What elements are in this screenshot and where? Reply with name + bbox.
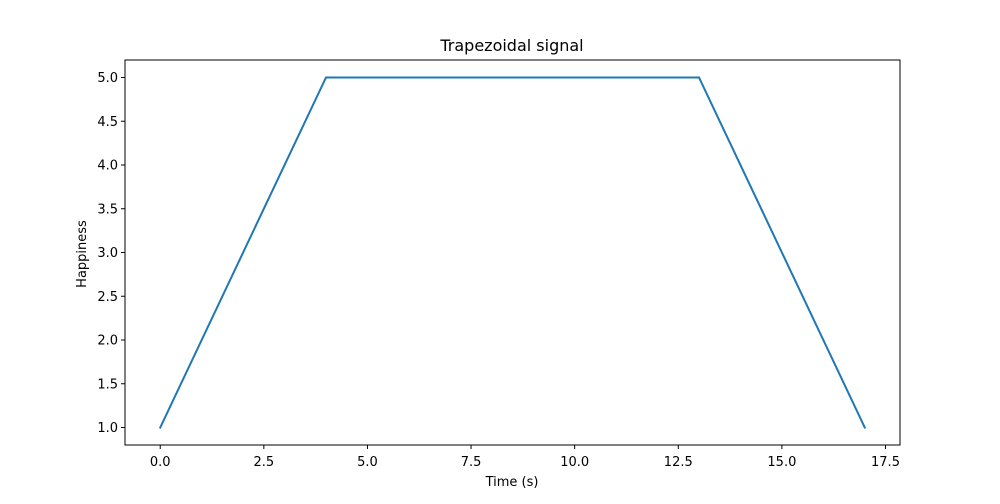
y-tick-label: 4.0 [97, 159, 118, 174]
x-tick-label: 0.0 [150, 455, 171, 470]
y-axis-label: Happiness [75, 220, 90, 288]
x-axis-ticks: 0.0 2.5 5.0 7.5 10.0 12.5 15.0 17.5 [150, 445, 900, 470]
x-tick-label: 7.5 [461, 455, 482, 470]
plot-area [124, 59, 901, 446]
axes-frame [124, 59, 901, 446]
y-tick-label: 2.0 [97, 334, 118, 349]
x-axis-label: Time (s) [485, 475, 539, 490]
chart-title: Trapezoidal signal [439, 36, 583, 55]
x-tick-label: 10.0 [560, 455, 589, 470]
y-axis-ticks: 1.0 1.5 2.0 2.5 3.0 3.5 4.0 4.5 5.0 [97, 71, 125, 436]
y-tick-label: 3.5 [97, 202, 118, 217]
y-tick-label: 1.0 [97, 421, 118, 436]
y-tick-label: 3.0 [97, 246, 118, 261]
x-tick-label: 2.5 [253, 455, 274, 470]
y-tick-label: 1.5 [97, 377, 118, 392]
y-tick-label: 2.5 [97, 290, 118, 305]
y-tick-label: 4.5 [97, 115, 118, 130]
y-tick-label: 5.0 [97, 71, 118, 86]
x-tick-label: 5.0 [357, 455, 378, 470]
x-tick-label: 17.5 [871, 455, 900, 470]
x-tick-label: 15.0 [767, 455, 796, 470]
x-tick-label: 12.5 [664, 455, 693, 470]
series-line-0 [158, 76, 867, 429]
